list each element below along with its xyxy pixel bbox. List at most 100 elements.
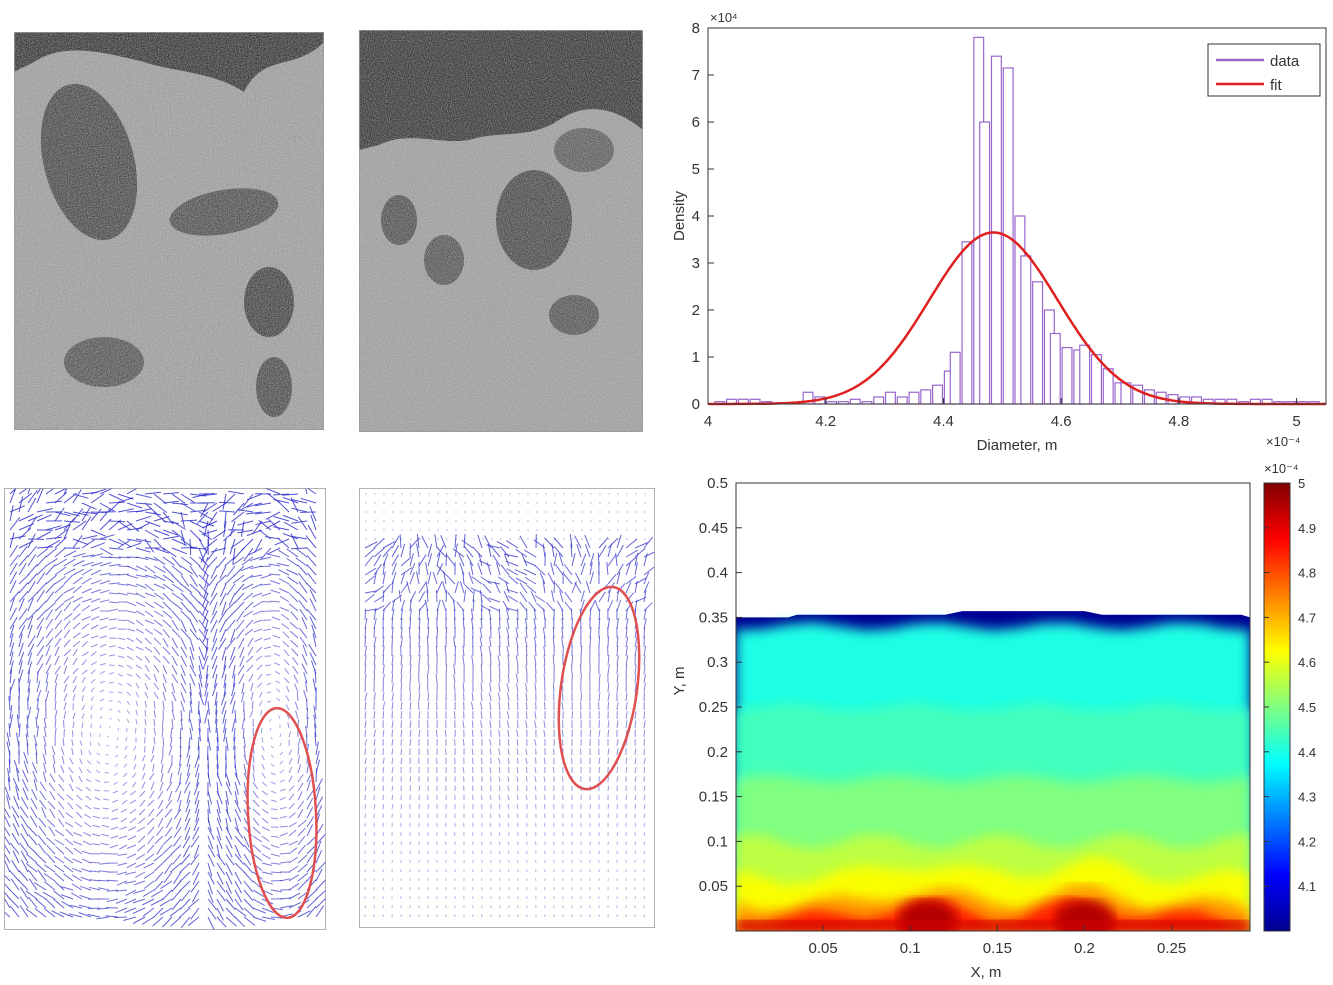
- x-tick-label: 0.1: [900, 940, 921, 957]
- velocity-arrow: [410, 618, 411, 629]
- velocity-arrow: [644, 711, 645, 719]
- velocity-arrow: [374, 776, 375, 782]
- velocity-arrow: [608, 804, 609, 809]
- velocity-arrow: [608, 758, 609, 764]
- velocity-arrow: [527, 767, 528, 773]
- velocity-arrow: [365, 814, 366, 818]
- velocity-arrow: [392, 758, 393, 764]
- colorbar-tick-label: 5: [1298, 476, 1305, 491]
- velocity-arrow: [499, 823, 500, 827]
- y-multiplier: ×10⁴: [710, 10, 738, 25]
- colorbar-tick-label: 4.2: [1298, 834, 1316, 849]
- histogram-bar: [897, 397, 907, 404]
- velocity-arrow: [392, 637, 393, 647]
- velocity-arrow: [482, 887, 483, 890]
- velocity-arrow: [365, 776, 366, 782]
- velocity-arrow: [392, 776, 393, 782]
- velocity-arrow: [590, 637, 591, 647]
- velocity-arrow: [499, 851, 500, 854]
- y-tick-label: 0.5: [707, 475, 728, 492]
- x-tick-label: 4.6: [1051, 413, 1072, 430]
- velocity-arrow: [599, 767, 600, 773]
- histogram-bar: [874, 397, 884, 404]
- velocity-arrow: [599, 683, 600, 692]
- velocity-arrow: [644, 627, 645, 638]
- y-axis-label: Y, m: [671, 667, 688, 696]
- velocity-arrow: [90, 741, 91, 746]
- velocity-arrow: [445, 730, 446, 737]
- velocity-arrow: [635, 842, 636, 846]
- y-tick-label: 0.15: [699, 789, 728, 806]
- velocity-arrow: [545, 887, 546, 890]
- velocity-arrow: [535, 665, 536, 675]
- velocity-arrow: [517, 702, 518, 710]
- velocity-arrow: [626, 896, 627, 899]
- y-tick-label: 0: [692, 396, 700, 413]
- velocity-arrow: [518, 860, 519, 863]
- velocity-arrow: [259, 566, 271, 567]
- colorbar-tick-label: 4.9: [1298, 521, 1316, 536]
- velocity-arrow: [482, 767, 483, 773]
- velocity-arrow: [410, 786, 411, 791]
- velocity-arrow: [463, 739, 464, 746]
- velocity-arrow: [508, 758, 509, 764]
- velocity-arrow: [644, 730, 645, 737]
- velocity-arrow: [144, 746, 145, 753]
- velocity-arrow: [427, 683, 428, 692]
- velocity-arrow: [365, 609, 366, 620]
- velocity-arrow: [590, 804, 591, 809]
- velocity-arrow: [499, 878, 500, 881]
- velocity-arrow: [482, 914, 483, 917]
- velocity-arrow: [473, 786, 474, 791]
- velocity-arrow: [365, 832, 366, 836]
- velocity-arrow: [316, 768, 317, 782]
- velocity-arrow: [526, 655, 527, 665]
- velocity-arrow: [109, 521, 125, 522]
- velocity-arrow: [562, 693, 563, 702]
- velocity-arrow: [518, 823, 519, 827]
- velocity-arrow: [499, 896, 500, 899]
- y-tick-label: 8: [692, 20, 700, 37]
- velocity-arrow: [644, 767, 645, 773]
- velocity-arrow: [536, 860, 537, 863]
- velocity-arrow: [626, 665, 627, 675]
- velocity-arrow: [644, 860, 645, 863]
- legend-box: [1208, 44, 1320, 96]
- velocity-arrow: [608, 702, 609, 710]
- velocity-arrow: [544, 758, 545, 764]
- contour-bottom-band: [736, 920, 1250, 931]
- velocity-arrow: [526, 702, 527, 710]
- velocity-arrow: [383, 786, 384, 791]
- velocity-arrow: [644, 693, 645, 702]
- velocity-arrow: [392, 618, 393, 629]
- colorbar-tick-label: 4.8: [1298, 566, 1316, 581]
- velocity-arrow: [518, 646, 519, 656]
- x-axis-label: Diameter, m: [977, 437, 1058, 454]
- histogram-bar: [1062, 348, 1072, 404]
- velocity-arrow: [526, 776, 527, 782]
- velocity-arrow: [374, 758, 375, 764]
- velocity-arrow: [517, 693, 518, 702]
- velocity-arrow: [635, 720, 636, 728]
- velocity-arrow: [553, 637, 554, 647]
- velocity-arrow: [544, 804, 545, 809]
- velocity-arrow: [446, 590, 447, 602]
- velocity-arrow: [392, 795, 393, 800]
- velocity-arrow: [383, 851, 384, 854]
- tomography-slice-left-svg: [14, 32, 324, 430]
- velocity-arrow: [617, 665, 618, 675]
- y-tick-label: 0.45: [699, 520, 728, 537]
- velocity-arrow: [427, 674, 428, 683]
- velocity-arrow: [428, 804, 429, 809]
- velocity-arrow: [427, 637, 428, 647]
- velocity-arrow: [562, 776, 563, 782]
- y-tick-label: 2: [692, 302, 700, 319]
- colorbar-tick-label: 4.1: [1298, 879, 1316, 894]
- velocity-arrow: [72, 730, 73, 737]
- velocity-arrow: [644, 832, 645, 836]
- x-tick-label: 0.15: [983, 940, 1012, 957]
- velocity-arrow: [419, 702, 420, 710]
- velocity-arrow: [472, 720, 473, 728]
